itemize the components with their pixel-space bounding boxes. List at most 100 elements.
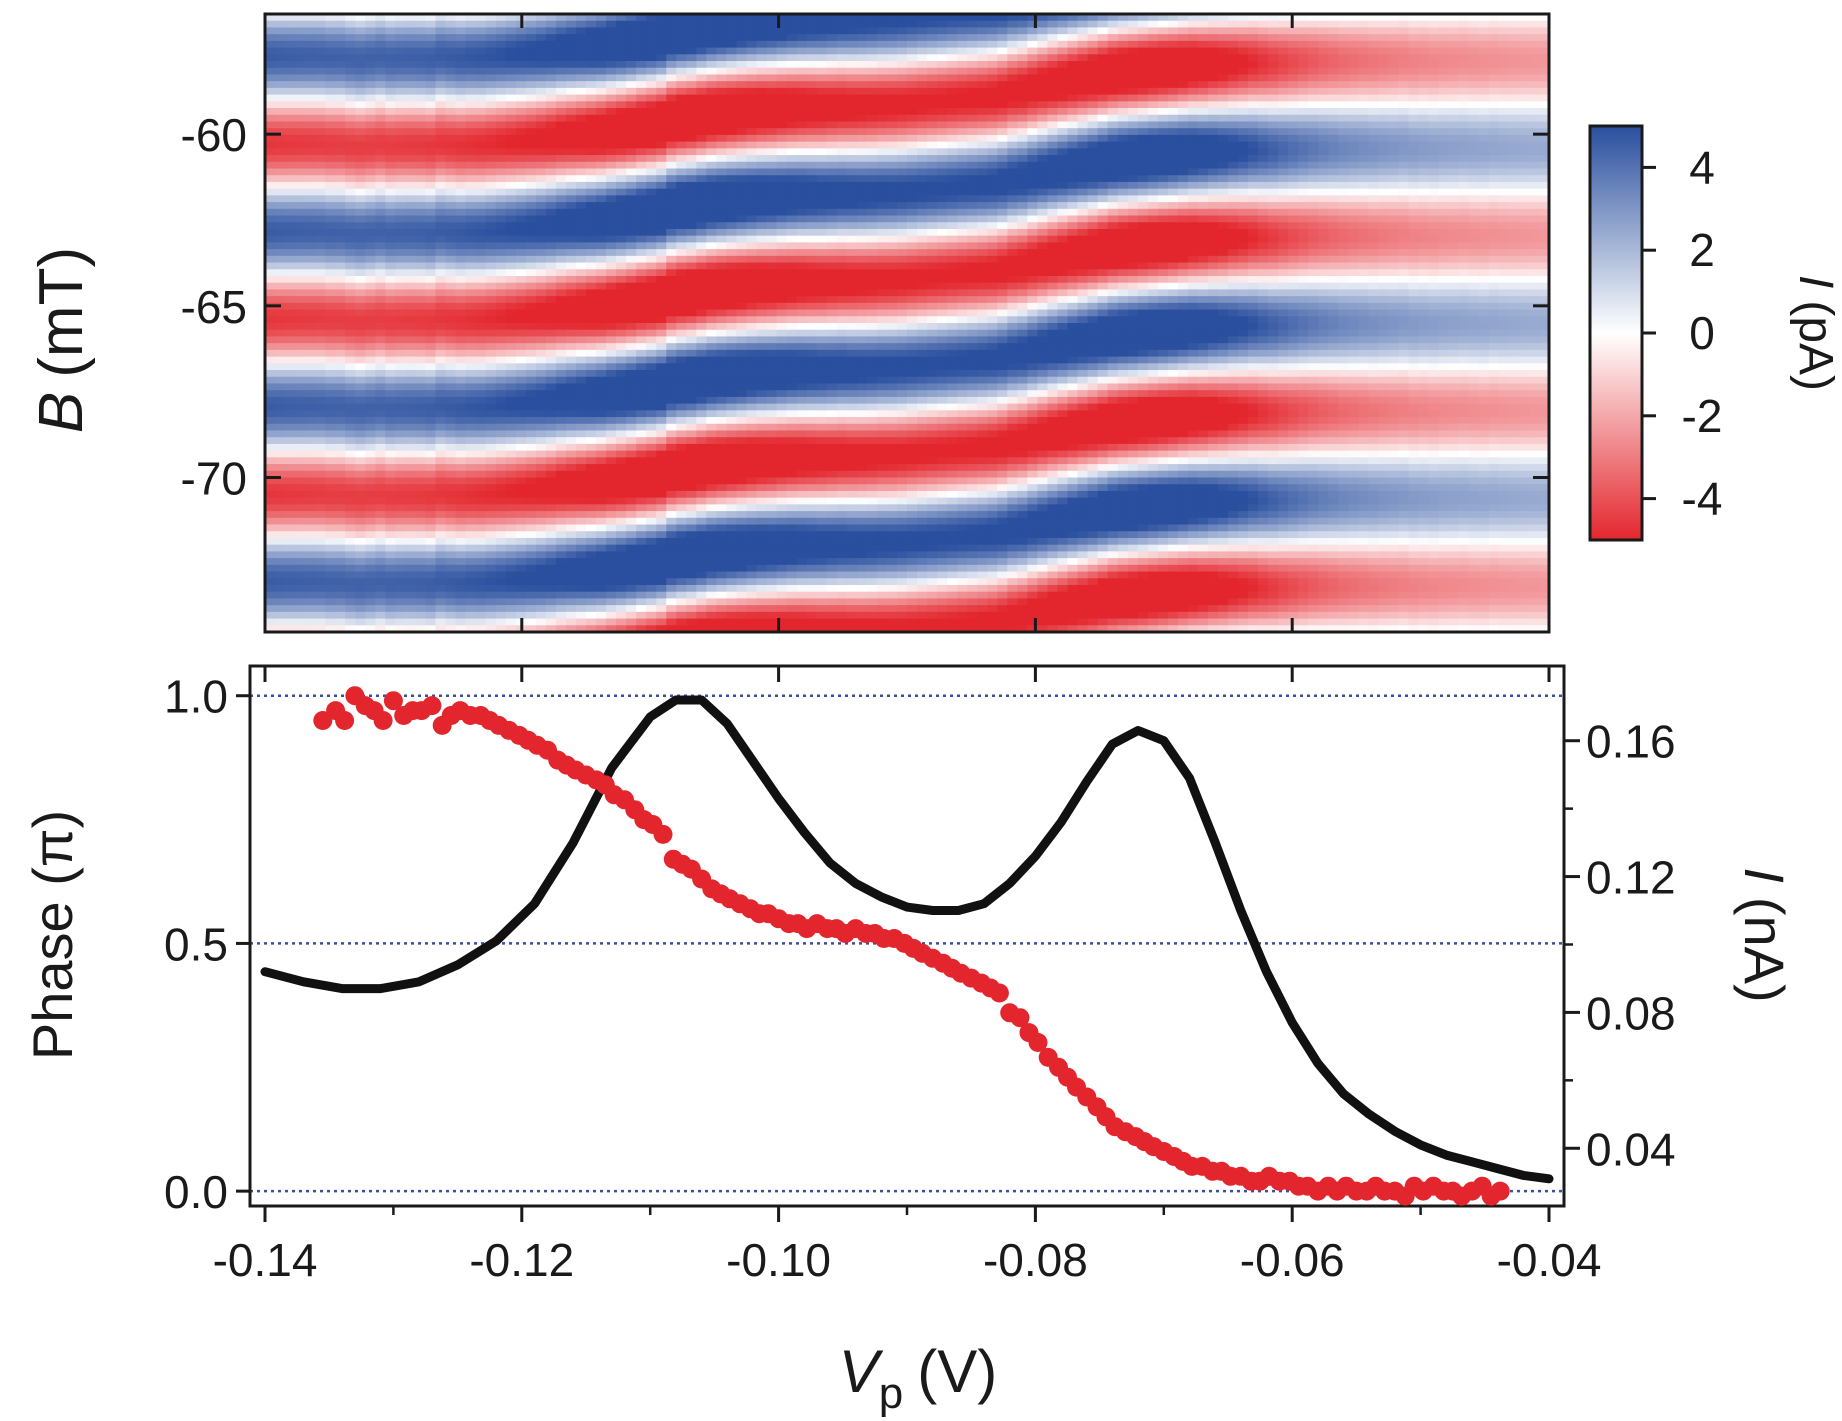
heatmap-cell <box>285 611 296 620</box>
heatmap-cell <box>365 195 376 203</box>
heatmap-cell <box>736 551 748 559</box>
heatmap-cell <box>485 537 497 546</box>
heatmap-cell <box>596 564 607 573</box>
heatmap-cell <box>616 511 627 519</box>
heatmap-cell <box>686 517 697 526</box>
heatmap-cell <box>295 168 306 176</box>
heatmap-cell <box>545 296 557 304</box>
heatmap-cell <box>565 564 577 573</box>
heatmap-cell <box>315 141 326 149</box>
heatmap-cell <box>706 161 718 170</box>
heatmap-cell <box>666 61 677 69</box>
heatmap-cell <box>275 128 286 136</box>
heatmap-cell <box>445 121 457 129</box>
heatmap-cell <box>746 54 758 62</box>
heatmap-cell <box>736 242 748 250</box>
heatmap-cell <box>545 618 557 626</box>
heatmap-cell <box>686 54 697 62</box>
heatmap-cell <box>786 349 798 358</box>
heatmap-cell <box>535 54 547 62</box>
heatmap-cell <box>405 343 417 351</box>
heatmap-cell <box>636 282 647 291</box>
heatmap-cell <box>345 430 356 438</box>
heatmap-cell <box>315 228 326 237</box>
heatmap-cell <box>495 269 507 277</box>
heatmap-cell <box>565 161 577 170</box>
heatmap-cell <box>355 262 366 270</box>
heatmap-cell <box>265 571 276 579</box>
heatmap-cell <box>455 40 467 49</box>
heatmap-cell <box>295 249 306 257</box>
heatmap-cell <box>606 417 617 425</box>
heatmap-cell <box>465 551 477 559</box>
heatmap-cell <box>555 490 567 499</box>
heatmap-cell <box>766 544 778 552</box>
heatmap-cell <box>455 323 467 331</box>
heatmap-cell <box>315 114 326 123</box>
heatmap-cell <box>525 188 537 196</box>
heatmap-cell <box>335 249 346 257</box>
heatmap-cell <box>586 74 597 82</box>
heatmap-cell <box>405 242 417 250</box>
heatmap-cell <box>405 464 417 472</box>
heatmap-cell <box>626 618 637 626</box>
heatmap-cell <box>656 383 667 391</box>
heatmap-cell <box>676 450 687 458</box>
heatmap-cell <box>395 511 407 519</box>
heatmap-cell <box>445 517 457 526</box>
heatmap-cell <box>375 517 386 526</box>
heatmap-cell <box>325 417 336 425</box>
heatmap-cell <box>586 121 597 129</box>
heatmap-cell <box>295 457 306 465</box>
heatmap-cell <box>766 108 778 116</box>
heatmap-cell <box>375 175 386 183</box>
heatmap-cell <box>716 336 728 344</box>
heatmap-cell <box>646 74 657 82</box>
heatmap-cell <box>555 27 567 35</box>
heatmap-cell <box>385 329 397 338</box>
heatmap-cell <box>545 74 557 82</box>
heatmap-cell <box>515 309 527 317</box>
heatmap-cell <box>726 108 738 116</box>
heatmap-cell <box>415 323 427 331</box>
heatmap-cell <box>756 228 768 237</box>
heatmap-cell <box>525 370 537 378</box>
heatmap-cell <box>275 531 286 539</box>
heatmap-cell <box>786 316 798 324</box>
heatmap-cell <box>766 484 778 492</box>
heatmap-cell <box>606 457 617 465</box>
heatmap-cell <box>806 195 818 203</box>
heatmap-cell <box>475 571 487 579</box>
heatmap-cell <box>545 504 557 512</box>
heatmap-cell <box>756 457 768 465</box>
heatmap-cell <box>505 27 517 35</box>
heatmap-cell <box>766 524 778 532</box>
heatmap-cell <box>485 591 497 600</box>
heatmap-cell <box>505 249 517 257</box>
heatmap-cell <box>305 296 316 304</box>
heatmap-cell <box>305 625 316 632</box>
heatmap-cell <box>596 61 607 69</box>
heatmap-cell <box>565 215 577 223</box>
heatmap-cell <box>616 363 627 371</box>
heatmap-cell <box>636 578 647 586</box>
heatmap-cell <box>575 390 587 398</box>
heatmap-cell <box>545 578 557 586</box>
heatmap-cell <box>345 235 356 243</box>
heatmap-cell <box>385 618 397 626</box>
heatmap-cell <box>455 376 467 385</box>
heatmap-cell <box>455 114 467 123</box>
heatmap-cell <box>275 269 286 277</box>
heatmap-cell <box>495 618 507 626</box>
heatmap-cell <box>736 20 748 29</box>
heatmap-cell <box>716 222 728 230</box>
heatmap-cell <box>275 497 286 505</box>
heatmap-cell <box>616 591 627 600</box>
heatmap-cell <box>565 148 577 156</box>
heatmap-cell <box>565 464 577 472</box>
heatmap-cell <box>405 383 417 391</box>
heatmap-cell <box>726 222 738 230</box>
heatmap-cell <box>535 202 547 210</box>
heatmap-cell <box>545 40 557 49</box>
heatmap-cell <box>455 591 467 600</box>
